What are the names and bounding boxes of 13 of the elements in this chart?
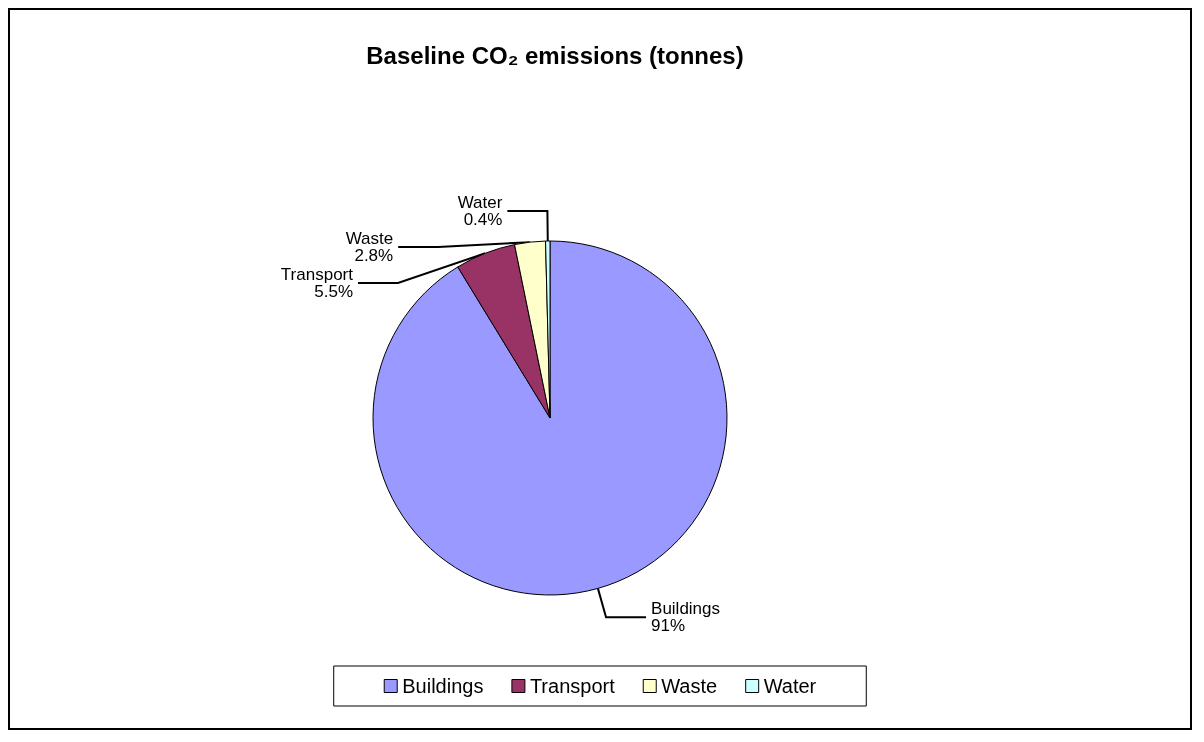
- legend-label: Transport: [529, 675, 616, 697]
- data-label: 5.5%: [314, 282, 353, 302]
- slice-label: Waste: [345, 229, 394, 249]
- slice-label: Water: [457, 193, 503, 213]
- data-label: 0.4%: [463, 210, 503, 230]
- data-label: 2.8%: [354, 246, 394, 266]
- legend-label: Buildings: [402, 675, 484, 697]
- data-label: 91%: [651, 616, 686, 636]
- slice-label: Buildings: [651, 599, 721, 619]
- slice-label: Transport: [280, 265, 354, 285]
- legend-label: Water: [763, 675, 817, 697]
- chart-title: Baseline CO₂ emissions (tonnes): [366, 41, 744, 69]
- legend-label: Waste: [661, 675, 718, 697]
